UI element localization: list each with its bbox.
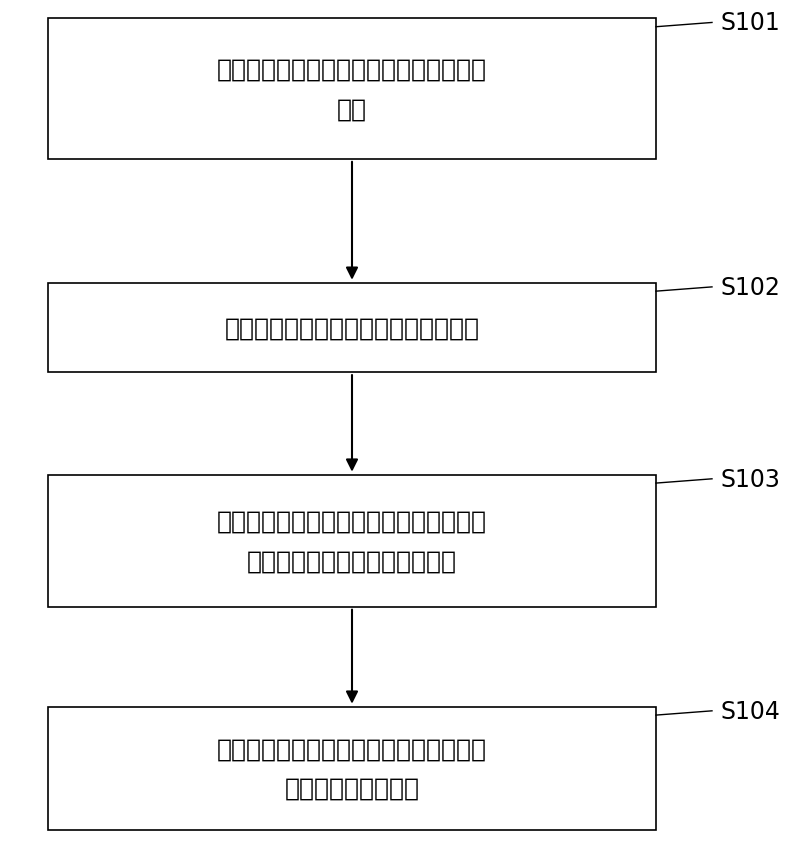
Text: S103: S103 xyxy=(720,467,780,492)
Bar xyxy=(48,475,656,607)
Bar xyxy=(48,19,656,160)
Text: S102: S102 xyxy=(720,275,780,300)
Text: 建立与光学设计仿真模块之间的数据传输
通道: 建立与光学设计仿真模块之间的数据传输 通道 xyxy=(217,58,487,121)
Text: S101: S101 xyxy=(720,11,780,36)
Bar xyxy=(48,283,656,373)
Text: S104: S104 xyxy=(720,699,780,723)
Text: 向光学设计仿真模块发送孔径描述指令: 向光学设计仿真模块发送孔径描述指令 xyxy=(225,316,479,340)
Text: 接收光学设计仿真模块通过上述传输通道
返回的出瞳波前误差: 接收光学设计仿真模块通过上述传输通道 返回的出瞳波前误差 xyxy=(217,737,487,800)
Bar xyxy=(48,707,656,830)
Text: 向光学设计仿真模块发送所述分块镜位置
误差参数和分块镜面形误差参数: 向光学设计仿真模块发送所述分块镜位置 误差参数和分块镜面形误差参数 xyxy=(217,509,487,573)
